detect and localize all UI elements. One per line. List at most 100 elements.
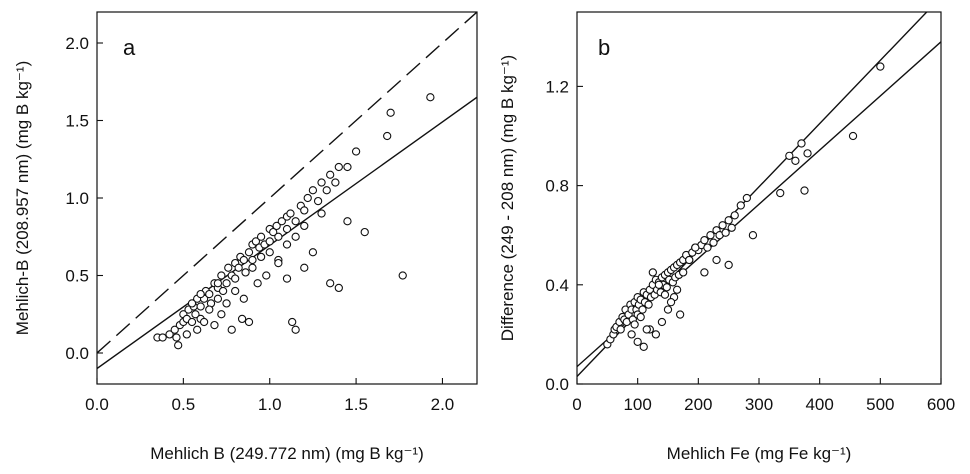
panel-a-point [398, 271, 407, 280]
panel-a-x-tick-label: 0.0 [85, 395, 109, 414]
panel-b-point [700, 236, 709, 245]
panel-a-point [313, 196, 323, 206]
panel-b-point [703, 243, 712, 252]
panel-a-point [317, 209, 326, 218]
panel-a-point [300, 263, 309, 272]
panel-b-y-tick-label: 0.8 [545, 177, 569, 196]
panel-a-point [231, 286, 240, 296]
panel-a-point [291, 325, 300, 334]
panel-a-point [331, 178, 340, 187]
panel-a-y-tick-label: 1.5 [65, 112, 89, 131]
panel-b-x-tick-label: 600 [927, 395, 955, 414]
panel-b-x-tick-label: 500 [866, 395, 894, 414]
panel-b-point [736, 201, 745, 210]
panel-a-point [248, 263, 257, 272]
panel-b-x-axis-label: Mehlich Fe (mg Fe kg⁻¹) [667, 444, 852, 463]
panel-b-point [633, 337, 642, 346]
panel-a-point [326, 279, 335, 288]
panel-b-point [691, 243, 700, 252]
panel-a-point [308, 186, 318, 195]
panel-a-point [222, 299, 231, 308]
panel-b-point [660, 290, 670, 299]
panel-b-point [685, 255, 694, 265]
panel-a-point [265, 248, 274, 257]
panel-a-point [239, 255, 248, 265]
panel-b-point [791, 156, 800, 165]
panel-a-point [334, 162, 343, 172]
panel-b-point [639, 342, 648, 351]
panel-a-point [174, 341, 183, 350]
panel-b-point [679, 268, 688, 277]
panel-a-letter: a [123, 35, 136, 60]
panel-a-point [196, 289, 205, 299]
panel-a-point [262, 271, 271, 280]
panel-b-point [800, 186, 809, 195]
panel-a: 0.0 0.5 1.0 1.5 2.0 0.0 0.5 1.0 1.5 2.0 a Mehlic… [13, 11, 478, 463]
panel-b-point [657, 317, 667, 327]
panel-a-point [248, 255, 257, 265]
panel-a-point [191, 310, 200, 319]
panel-a-point [360, 227, 369, 237]
panel-a-y-axis-label: Mehlich-B (208.957 nm) (mg B kg⁻¹) [13, 61, 32, 335]
panel-b-point [616, 325, 625, 334]
panel-b-point [718, 221, 727, 230]
panel-a-point [170, 325, 179, 334]
panel-a-point [282, 240, 292, 249]
panel-a-y-ticks: 0.0 0.5 1.0 1.5 2.0 [65, 34, 103, 363]
panel-a-point [182, 330, 191, 339]
panel-b-point [848, 131, 858, 141]
panel-b-point [724, 260, 733, 270]
panel-a-point [265, 237, 274, 246]
panel-a-fit-lines [97, 12, 477, 370]
panel-b-y-tick-label: 1.2 [545, 77, 569, 96]
panel-a-point [237, 314, 247, 324]
panel-b-y-axis-label: Difference (249 - 208 nm) (mg B kg⁻¹) [498, 55, 517, 341]
panel-b-point [706, 231, 715, 240]
panel-a-point [222, 279, 231, 288]
panel-a-point [187, 299, 197, 308]
panel-a-x-tick-label: 0.5 [172, 395, 196, 414]
panel-a-point [217, 310, 226, 319]
panel-a-point [251, 237, 261, 246]
panel-b-x-tick-label: 400 [805, 395, 833, 414]
panel-b: 0 100 200 300 400 500 600 0.0 0.4 0.8 1.2 b Mehli… [498, 11, 955, 463]
panel-a-points [153, 93, 435, 350]
panel-b-point [662, 283, 671, 292]
panel-a-point [326, 170, 335, 179]
panel-b-point [644, 300, 653, 309]
panel-b-point [654, 280, 664, 289]
panel-a-x-tick-label: 2.0 [431, 395, 455, 414]
panel-b-point [630, 320, 639, 329]
panel-b-points [603, 62, 885, 351]
panel-b-point [730, 211, 739, 220]
panel-a-x-tick-label: 1.5 [344, 395, 368, 414]
panel-b-point [663, 305, 673, 314]
panel-b-point [748, 231, 758, 240]
panel-a-x-tick-label: 1.0 [258, 395, 282, 414]
panel-a-point [269, 227, 278, 237]
panel-a-point [272, 221, 281, 231]
panel-a-point [426, 93, 435, 102]
panel-b-point [709, 238, 718, 247]
panel-a-point [224, 263, 233, 272]
panel-b-point [876, 62, 885, 71]
panel-a-y-tick-label: 2.0 [65, 34, 89, 53]
panel-a-point [253, 279, 262, 288]
panel-a-point [231, 274, 240, 283]
panel-b-point [648, 268, 657, 277]
panel-a-point [217, 271, 226, 280]
panel-b-x-tick-label: 100 [623, 395, 651, 414]
panel-a-point [291, 232, 300, 241]
panel-b-point [742, 193, 752, 203]
panel-a-point [172, 333, 181, 342]
panel-a-point [282, 224, 292, 234]
panel-b-point [642, 325, 651, 334]
panel-a-point [274, 258, 283, 268]
panel-b-point [638, 305, 647, 314]
panel-a-point [383, 131, 392, 141]
panel-a-point [343, 217, 352, 226]
panel-b-x-tick-label: 200 [684, 395, 712, 414]
panel-b-point [776, 188, 785, 198]
panel-a-point [218, 286, 228, 296]
panel-a-point [244, 248, 254, 257]
